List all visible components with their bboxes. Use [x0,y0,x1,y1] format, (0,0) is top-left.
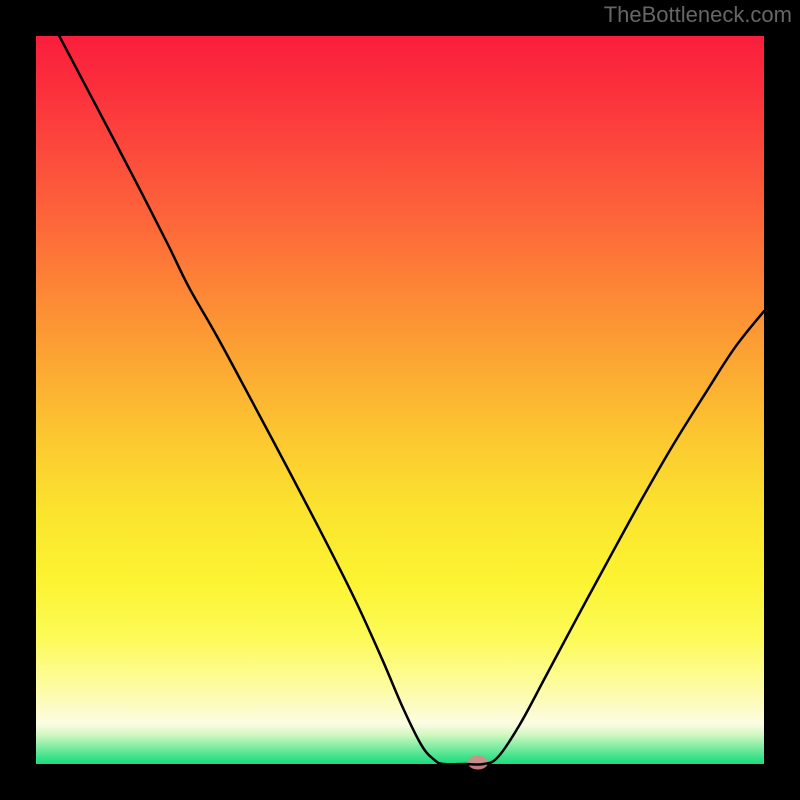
bottleneck-chart: TheBottleneck.com [0,0,800,800]
watermark-text: TheBottleneck.com [604,2,792,28]
chart-svg [0,0,800,800]
chart-plot-area [36,36,764,764]
